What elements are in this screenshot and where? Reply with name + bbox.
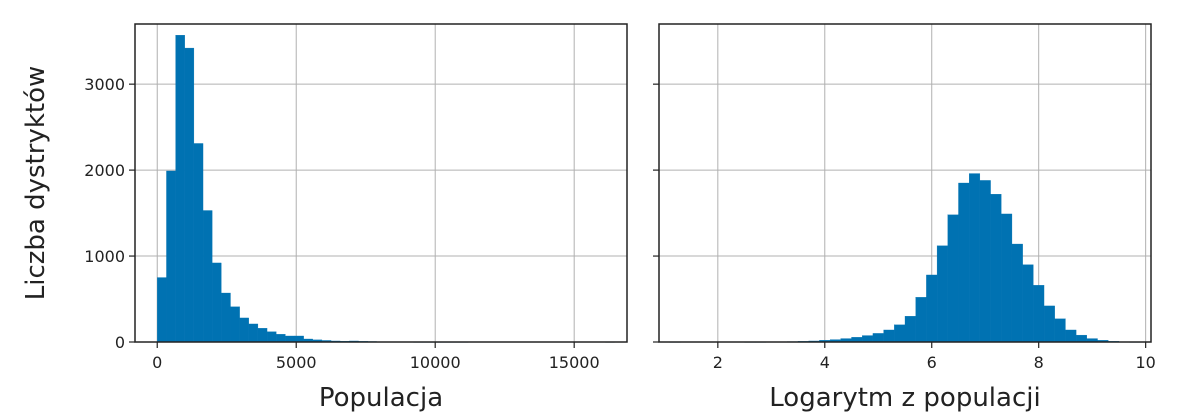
histogram-bar bbox=[872, 333, 884, 343]
histogram-bar bbox=[157, 277, 167, 343]
histogram-logarytm: 2 4 6 8 10 Logarytm z populacji bbox=[653, 23, 1156, 413]
histogram-bar bbox=[1011, 243, 1023, 343]
x-tick-label: 8 bbox=[1034, 353, 1044, 372]
x-tick-label: 15000 bbox=[549, 353, 600, 372]
histogram-bar bbox=[166, 170, 176, 343]
histogram-bar bbox=[285, 335, 295, 343]
histogram-bar bbox=[248, 323, 259, 343]
histogram-bar bbox=[221, 292, 231, 343]
y-tick-label: 2000 bbox=[84, 161, 125, 180]
x-tick-label: 2 bbox=[713, 353, 723, 372]
histogram-bar bbox=[1033, 285, 1045, 343]
histogram-bar bbox=[936, 245, 948, 343]
y-tick-label: 1000 bbox=[84, 247, 125, 266]
x-axis-ticks: 0 5000 10000 15000 bbox=[152, 342, 600, 372]
x-axis-label: Logarytm z populacji bbox=[769, 383, 1040, 413]
histogram-bar bbox=[184, 47, 195, 343]
x-tick-label: 5000 bbox=[276, 353, 317, 372]
histogram-bar bbox=[193, 143, 204, 343]
histogram-bar bbox=[175, 35, 185, 343]
histogram-bar bbox=[202, 210, 213, 343]
histogram-bars bbox=[157, 35, 615, 343]
histogram-bar bbox=[958, 182, 970, 343]
histogram-bar bbox=[904, 316, 916, 343]
histogram-bar bbox=[1001, 213, 1013, 343]
histogram-bar bbox=[1022, 264, 1034, 343]
histogram-bar bbox=[1043, 305, 1055, 343]
histogram-bar bbox=[1065, 329, 1077, 343]
y-tick-label: 0 bbox=[115, 333, 125, 352]
histogram-bar bbox=[1054, 318, 1066, 343]
histogram-bar bbox=[915, 297, 927, 343]
y-axis-label: Liczba dystryktów bbox=[21, 66, 51, 300]
histogram-bar bbox=[969, 173, 981, 343]
histogram-bar bbox=[926, 274, 938, 343]
histogram-bar bbox=[1075, 334, 1087, 343]
x-axis-label: Populacja bbox=[319, 383, 443, 413]
axes-frame bbox=[658, 23, 1152, 343]
histogram-bar bbox=[894, 324, 906, 343]
histogram-bar bbox=[979, 180, 991, 343]
histogram-bar bbox=[862, 335, 874, 343]
histogram-bar bbox=[883, 329, 895, 343]
histogram-bar bbox=[276, 334, 286, 343]
histogram-bar bbox=[212, 262, 222, 343]
x-tick-label: 4 bbox=[820, 353, 830, 372]
axes-frame bbox=[134, 23, 628, 343]
histogram-bar bbox=[947, 214, 959, 343]
histogram-bar bbox=[230, 306, 240, 343]
y-tick-label: 3000 bbox=[84, 75, 125, 94]
y-axis-ticks: 0 1000 2000 3000 bbox=[84, 75, 135, 352]
x-tick-label: 6 bbox=[927, 353, 937, 372]
histogram-bars bbox=[669, 173, 1141, 343]
y-axis-ticks bbox=[653, 83, 659, 343]
x-axis-ticks: 2 4 6 8 10 bbox=[713, 342, 1156, 372]
histogram-bar bbox=[266, 331, 277, 343]
histogram-bar bbox=[294, 335, 304, 343]
histogram-bar bbox=[257, 328, 268, 343]
x-tick-label: 10000 bbox=[410, 353, 461, 372]
x-tick-label: 10 bbox=[1135, 353, 1155, 372]
histogram-bar bbox=[990, 194, 1002, 343]
x-tick-label: 0 bbox=[152, 353, 162, 372]
histogram-bar bbox=[239, 317, 249, 343]
